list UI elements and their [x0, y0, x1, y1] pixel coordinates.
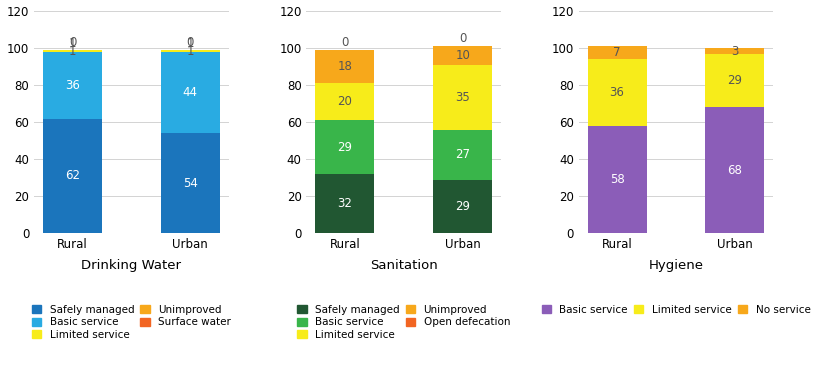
Bar — [705, 108, 764, 233]
Text: 1: 1 — [186, 44, 194, 58]
Bar — [161, 50, 220, 52]
Bar — [43, 50, 102, 52]
Text: 29: 29 — [337, 141, 352, 154]
Text: 54: 54 — [183, 177, 198, 190]
Text: 27: 27 — [455, 148, 470, 161]
Bar — [315, 174, 374, 233]
Legend: Safely managed, Basic service, Limited service, Unimproved, Surface water: Safely managed, Basic service, Limited s… — [32, 305, 231, 340]
Text: 0: 0 — [186, 36, 194, 49]
Text: 10: 10 — [455, 49, 470, 62]
Bar — [315, 83, 374, 120]
Text: 36: 36 — [65, 79, 80, 92]
Bar — [705, 48, 764, 54]
Bar — [433, 65, 492, 130]
Text: 3: 3 — [732, 44, 739, 58]
Text: 32: 32 — [337, 197, 352, 210]
Legend: Safely managed, Basic service, Limited service, Unimproved, Open defecation: Safely managed, Basic service, Limited s… — [297, 305, 510, 340]
Text: 18: 18 — [337, 60, 352, 73]
Bar — [433, 46, 492, 65]
Bar — [161, 133, 220, 233]
Bar — [433, 179, 492, 233]
Bar — [315, 120, 374, 174]
Bar — [588, 59, 646, 126]
Text: 62: 62 — [65, 169, 80, 182]
Bar — [705, 54, 764, 108]
Text: 0: 0 — [459, 32, 466, 45]
Bar — [43, 118, 102, 233]
Text: 20: 20 — [337, 96, 352, 108]
Text: 1: 1 — [69, 36, 76, 50]
Text: 29: 29 — [727, 74, 742, 87]
Text: 58: 58 — [610, 173, 625, 186]
Text: 1: 1 — [69, 44, 76, 58]
Text: 0: 0 — [341, 36, 348, 49]
X-axis label: Hygiene: Hygiene — [649, 259, 704, 272]
Text: 68: 68 — [727, 164, 742, 177]
Text: 44: 44 — [183, 86, 198, 99]
X-axis label: Drinking Water: Drinking Water — [81, 259, 181, 272]
Text: 7: 7 — [613, 46, 621, 59]
Text: 1: 1 — [186, 36, 194, 50]
Bar — [588, 46, 646, 59]
Text: 0: 0 — [69, 36, 76, 49]
Bar — [315, 50, 374, 83]
Bar — [43, 52, 102, 118]
Legend: Basic service, Limited service, No service: Basic service, Limited service, No servi… — [542, 305, 810, 315]
Text: 35: 35 — [456, 91, 470, 104]
Text: 36: 36 — [610, 86, 625, 99]
Bar — [433, 130, 492, 179]
Bar — [161, 52, 220, 133]
Bar — [588, 126, 646, 233]
X-axis label: Sanitation: Sanitation — [369, 259, 438, 272]
Text: 29: 29 — [455, 200, 470, 213]
